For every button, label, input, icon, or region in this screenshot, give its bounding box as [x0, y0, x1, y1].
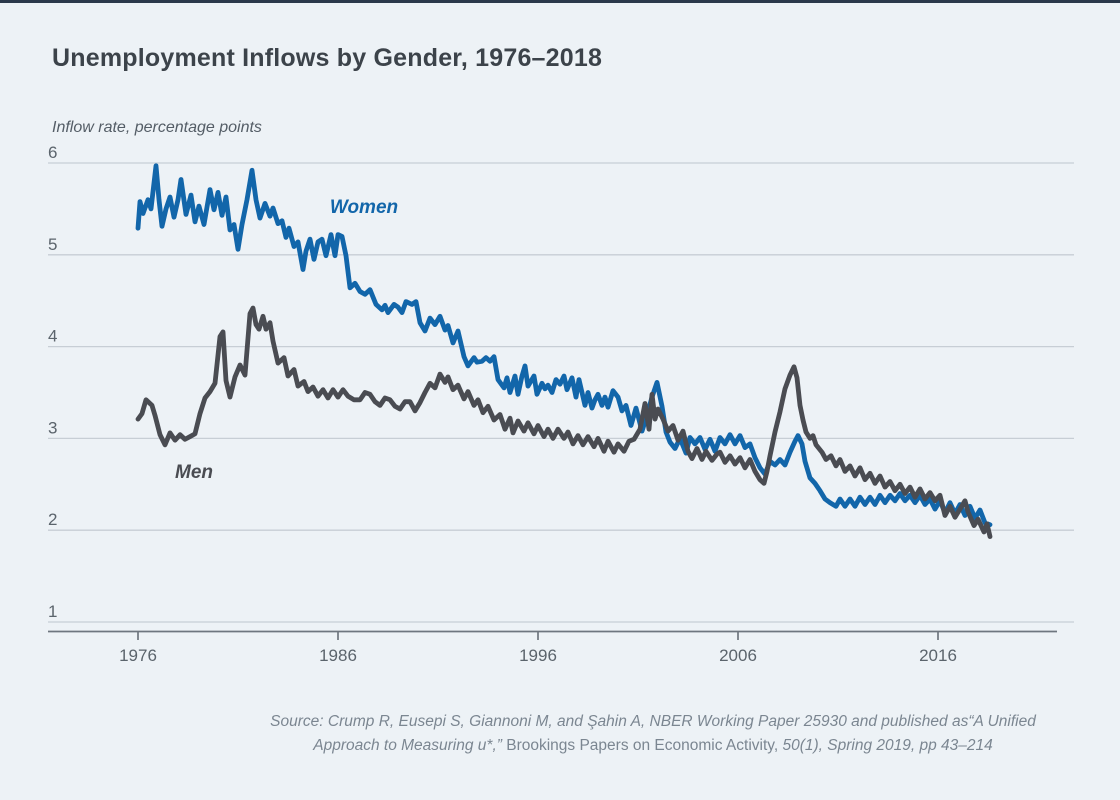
- y-axis-unit-note: Inflow rate, percentage points: [52, 119, 262, 136]
- x-tick-label: 2016: [919, 646, 957, 665]
- women-line: [135, 163, 993, 528]
- source-line-1: Source: Crump R, Eusepi S, Giannoni M, a…: [270, 713, 1036, 730]
- y-tick-label: 3: [48, 418, 57, 437]
- y-tick-label: 2: [48, 510, 57, 529]
- chart-title: Unemployment Inflows by Gender, 1976–201…: [52, 44, 603, 72]
- y-tick-label: 4: [48, 327, 57, 346]
- women-series-label: Women: [330, 197, 398, 218]
- x-tick-label: 1986: [319, 646, 357, 665]
- men-line: [135, 305, 993, 539]
- y-tick-label: 1: [48, 602, 57, 621]
- source-citation: Source: Crump R, Eusepi S, Giannoni M, a…: [193, 710, 1113, 757]
- source-line-2: Approach to Measuring u*,” Brookings Pap…: [313, 736, 993, 754]
- x-tick-label: 1976: [119, 646, 157, 665]
- top-accent-bar: [0, 0, 1120, 3]
- y-tick-label: 5: [48, 235, 57, 254]
- men-series-label: Men: [175, 462, 213, 483]
- x-tick-label: 2006: [719, 646, 757, 665]
- y-tick-label: 6: [48, 143, 57, 162]
- x-tick-label: 1996: [519, 646, 557, 665]
